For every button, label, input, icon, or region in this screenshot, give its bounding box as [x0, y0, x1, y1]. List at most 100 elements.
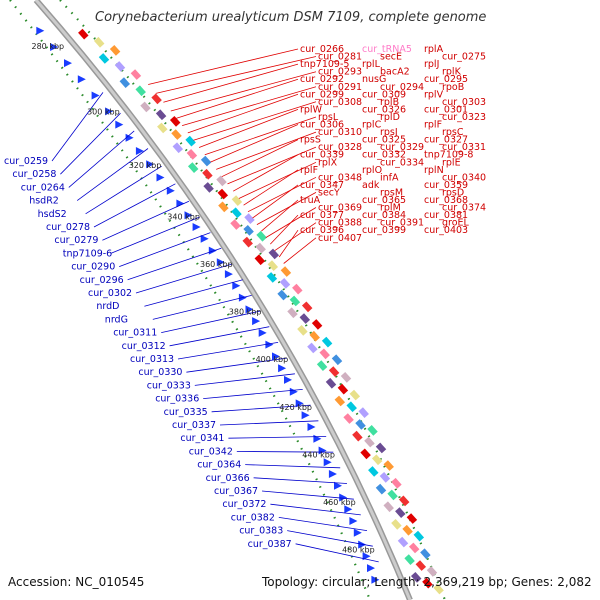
gene-label-right: cur_0331: [442, 142, 486, 153]
reverse-gene-arrow: [125, 133, 134, 142]
gene-label-right: cur_0369: [318, 203, 362, 214]
gene-feature-block: [93, 36, 105, 48]
gene-label-left: cur_0335: [164, 407, 208, 418]
label-leader-line: [270, 503, 361, 516]
label-leader-line: [186, 357, 287, 373]
reverse-gene-arrow: [344, 505, 353, 514]
gene-feature-block: [114, 61, 126, 72]
kbp-tick-label: 420 kbp: [279, 403, 312, 412]
gene-feature-block: [292, 283, 303, 295]
gene-feature-block: [216, 175, 227, 187]
gene-label-right: cur_0303: [442, 97, 486, 108]
label-leader-line: [238, 161, 317, 199]
label-leader-line: [110, 216, 200, 254]
gene-label-left: cur_0337: [172, 420, 216, 431]
reverse-gene-arrow: [216, 258, 225, 267]
gene-label-right: cur_0292: [300, 74, 344, 85]
gene-label-left: cur_0279: [54, 235, 98, 246]
gene-label-left: nrdG: [105, 314, 128, 325]
gene-label-left: cur_0367: [214, 486, 258, 497]
gene-label-left: cur_0302: [88, 288, 132, 299]
gene-feature-block: [280, 266, 292, 277]
gene-label-right: cur_0339: [300, 150, 344, 161]
gene-feature-block: [321, 336, 333, 348]
gene-label-right: cur_0381: [424, 210, 468, 221]
label-leader-line: [187, 93, 299, 134]
label-leader-line: [148, 48, 299, 85]
kbp-tick-label: 280 kbp: [32, 42, 65, 51]
gene-feature-block: [311, 319, 323, 330]
label-leader-line: [287, 530, 373, 547]
gene-label-left: cur_0364: [197, 460, 241, 471]
reverse-gene-arrow: [362, 552, 371, 561]
label-leader-line: [228, 436, 327, 439]
reverse-gene-arrow: [77, 75, 86, 84]
gene-label-left: cur_0290: [71, 262, 115, 273]
label-leader-line: [163, 63, 299, 103]
label-leader-line: [261, 490, 354, 500]
gene-label-right: infA: [380, 172, 399, 183]
gene-feature-block: [243, 224, 254, 236]
gene-label-right: rpsM: [380, 187, 403, 198]
gene-feature-block: [266, 272, 278, 283]
reverse-gene-arrow: [301, 411, 310, 420]
gene-feature-block: [352, 430, 363, 442]
reverse-gene-arrow: [278, 364, 287, 373]
gene-label-right: rplA: [424, 44, 444, 55]
gene-feature-block: [309, 330, 320, 342]
gene-label-left: cur_0258: [12, 169, 56, 180]
reverse-gene-arrow: [200, 234, 209, 243]
gene-feature-block: [140, 101, 151, 113]
gene-label-right: rplM: [380, 203, 401, 214]
gene-label-right: rplX: [318, 157, 338, 168]
gene-label-right: cur_0332: [362, 150, 406, 161]
gene-label-left: hsdR2: [29, 196, 59, 207]
gene-label-right: cur_0294: [380, 82, 424, 93]
reverse-gene-arrow: [184, 211, 193, 220]
kbp-tick-label: 440 kbp: [302, 450, 335, 459]
gene-feature-block: [379, 471, 391, 483]
gene-label-left: cur_0366: [206, 473, 250, 484]
label-leader-line: [198, 109, 299, 148]
gene-label-left: cur_0311: [113, 328, 157, 339]
gene-label-right: cur_0281: [318, 52, 362, 63]
gene-feature-block: [155, 109, 167, 121]
gene-feature-block: [151, 93, 162, 105]
genome-summary: Topology: circular; Length: 2,369,219 bp…: [261, 575, 592, 589]
reverse-gene-arrow: [313, 434, 322, 443]
gene-label-left: cur_0333: [147, 380, 191, 391]
label-leader-line: [233, 154, 299, 192]
label-leader-line: [193, 101, 317, 141]
reverse-gene-arrow: [245, 305, 254, 314]
reverse-gene-arrow: [284, 375, 292, 384]
label-leader-line: [152, 295, 252, 320]
gene-label-right: truA: [300, 195, 321, 206]
label-leader-line: [169, 326, 270, 347]
label-leader-line: [119, 232, 211, 267]
gene-label-right: cur_0399: [362, 225, 406, 236]
gene-feature-block: [109, 44, 121, 56]
gene-feature-block: [334, 395, 346, 407]
gene-label-left: cur_0383: [239, 526, 283, 537]
gene-feature-block: [387, 489, 398, 501]
gene-feature-block: [410, 571, 422, 583]
gene-feature-block: [230, 219, 241, 230]
gene-label-right: cur_0328: [318, 142, 362, 153]
gene-label-right: cur_0407: [318, 233, 362, 244]
gene-label-left: cur_0387: [248, 539, 292, 550]
gene-label-left: cur_0341: [180, 433, 224, 444]
gene-label-left: cur_0312: [122, 341, 166, 352]
gene-feature-block: [130, 69, 142, 80]
gene-feature-block: [135, 85, 146, 97]
gene-feature-block: [368, 466, 379, 477]
reverse-gene-arrow: [64, 59, 72, 68]
gene-label-left: cur_0296: [80, 275, 124, 286]
gene-label-left: cur_0259: [4, 156, 48, 167]
gene-label-right: cur_0301: [424, 104, 468, 115]
gene-feature-block: [383, 460, 394, 471]
gene-label-right: tnp7109-8: [424, 150, 473, 161]
gene-label-right: cur_0365: [362, 195, 406, 206]
gene-feature-block: [422, 577, 433, 589]
gene-label-right: rplE: [442, 157, 461, 168]
label-leader-line: [227, 146, 317, 185]
